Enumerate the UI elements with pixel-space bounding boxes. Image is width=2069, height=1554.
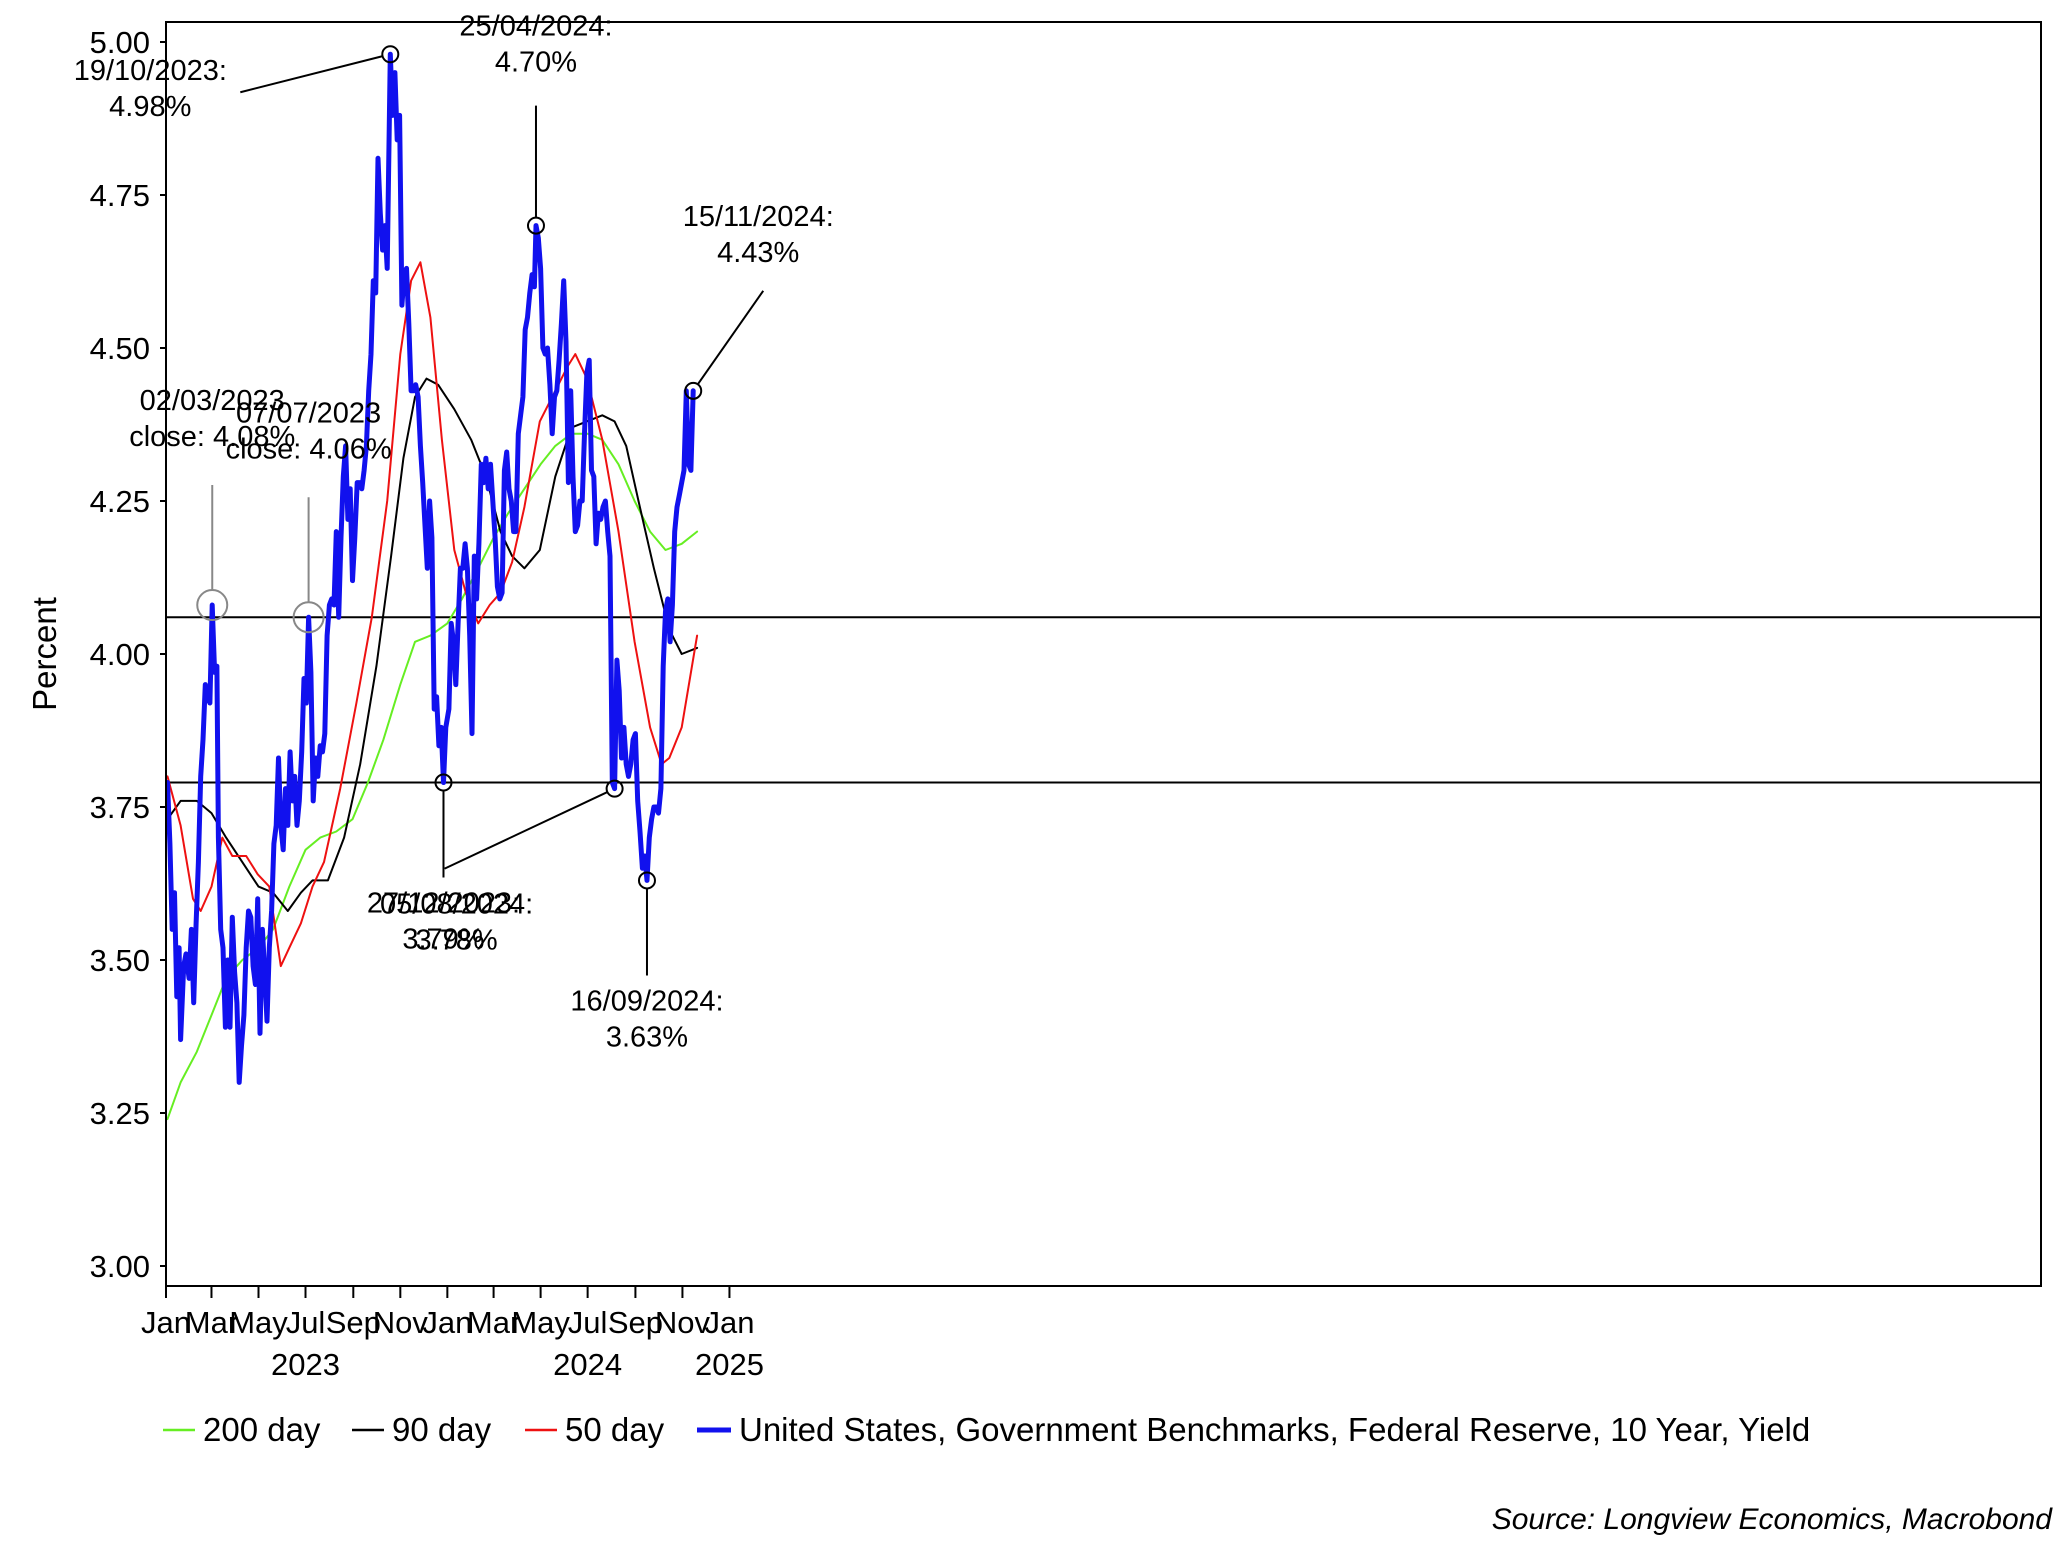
x-tick-label: Nov xyxy=(655,1305,711,1340)
x-tick-label: Sep xyxy=(608,1305,663,1340)
x-tick-label: Jan xyxy=(704,1305,754,1340)
annotation-label: 4.98% xyxy=(109,91,191,123)
x-year-label: 2025 xyxy=(695,1347,764,1382)
source-note: Source: Longview Economics, Macrobond xyxy=(1492,1503,2054,1536)
series-line-3 xyxy=(165,51,696,1085)
annotation-marker xyxy=(292,601,325,634)
x-year-label: 2023 xyxy=(271,1347,340,1382)
legend-label: 90 day xyxy=(392,1411,492,1448)
annotation-label: close: 4.08% xyxy=(129,421,295,453)
x-tick-label: Jan xyxy=(141,1305,191,1340)
annotation-label: 15/11/2024: xyxy=(683,201,834,233)
reference-lines xyxy=(166,616,2041,784)
annotation-marker xyxy=(684,381,703,400)
x-tick-label: Jul xyxy=(286,1305,326,1340)
x-tick-label: Jan xyxy=(422,1305,472,1340)
x-tick-label: Mar xyxy=(467,1305,520,1340)
annotation-leader xyxy=(696,290,765,385)
annotation-label: 07/07/2023 xyxy=(236,397,381,429)
annotation-label: 19/10/2023: xyxy=(74,55,227,87)
y-tick-label: 3.75 xyxy=(90,790,150,825)
series-line-1 xyxy=(166,377,699,912)
annotation-leader xyxy=(240,55,383,94)
y-tick-label: 3.00 xyxy=(90,1249,150,1284)
y-tick-label: 3.25 xyxy=(90,1096,150,1131)
x-tick-label: Sep xyxy=(326,1305,381,1340)
x-year-label: 2024 xyxy=(553,1347,622,1382)
y-tick-label: 5.00 xyxy=(90,25,150,60)
annotation-leader xyxy=(444,791,608,870)
legend-label: 50 day xyxy=(565,1411,665,1448)
legend-label: 200 day xyxy=(203,1411,321,1448)
annotation-marker xyxy=(434,773,453,792)
y-tick-label: 3.50 xyxy=(90,943,150,978)
annotation-marker xyxy=(605,779,624,798)
annotation-label: 25/04/2024: xyxy=(459,11,612,43)
annotation-label: 3.63% xyxy=(606,1021,688,1053)
series-lines xyxy=(165,51,699,1121)
annotation-label: 4.70% xyxy=(495,47,577,79)
x-tick-label: Mar xyxy=(185,1305,238,1340)
x-tick-label: May xyxy=(511,1305,570,1340)
annotations: 02/03/2023 close: 4.08%07/07/2023 close: 4… xyxy=(74,11,834,1054)
y-tick-label: 4.00 xyxy=(90,637,150,672)
annotation-label: 02/03/2023 xyxy=(140,385,285,417)
y-tick-label: 4.75 xyxy=(90,178,150,213)
x-tick-label: Nov xyxy=(373,1305,429,1340)
annotation-label: 3.78% xyxy=(415,925,497,957)
x-tick-label: Jul xyxy=(568,1305,608,1340)
y-axis-title: Percent xyxy=(26,597,63,711)
annotation-label: 27/12/2023: xyxy=(367,888,520,920)
annotation-marker xyxy=(196,589,229,622)
series-line-2 xyxy=(166,261,699,968)
annotation-marker xyxy=(526,216,545,235)
annotation-marker xyxy=(381,45,400,64)
y-axis: 3.00 3.25 3.50 3.75 4.00 4.25 4.50 4.75 5.00 xyxy=(90,25,166,1284)
legend: 200 day 90 day 50 day United States, Govern… xyxy=(163,1411,1810,1448)
y-tick-label: 4.25 xyxy=(90,484,150,519)
x-tick-label: May xyxy=(229,1305,288,1340)
legend-label: United States, Government Benchmarks, Fe… xyxy=(739,1411,1810,1448)
annotation-label: 3.79% xyxy=(402,924,484,956)
annotation-label: 16/09/2024: xyxy=(570,985,723,1017)
annotation-label: 4.43% xyxy=(717,237,799,269)
y-tick-label: 4.50 xyxy=(90,331,150,366)
annotation-marker xyxy=(637,871,656,890)
annotation-label: 05/08/2024: xyxy=(380,889,533,921)
annotation-label: close: 4.06% xyxy=(226,433,392,465)
